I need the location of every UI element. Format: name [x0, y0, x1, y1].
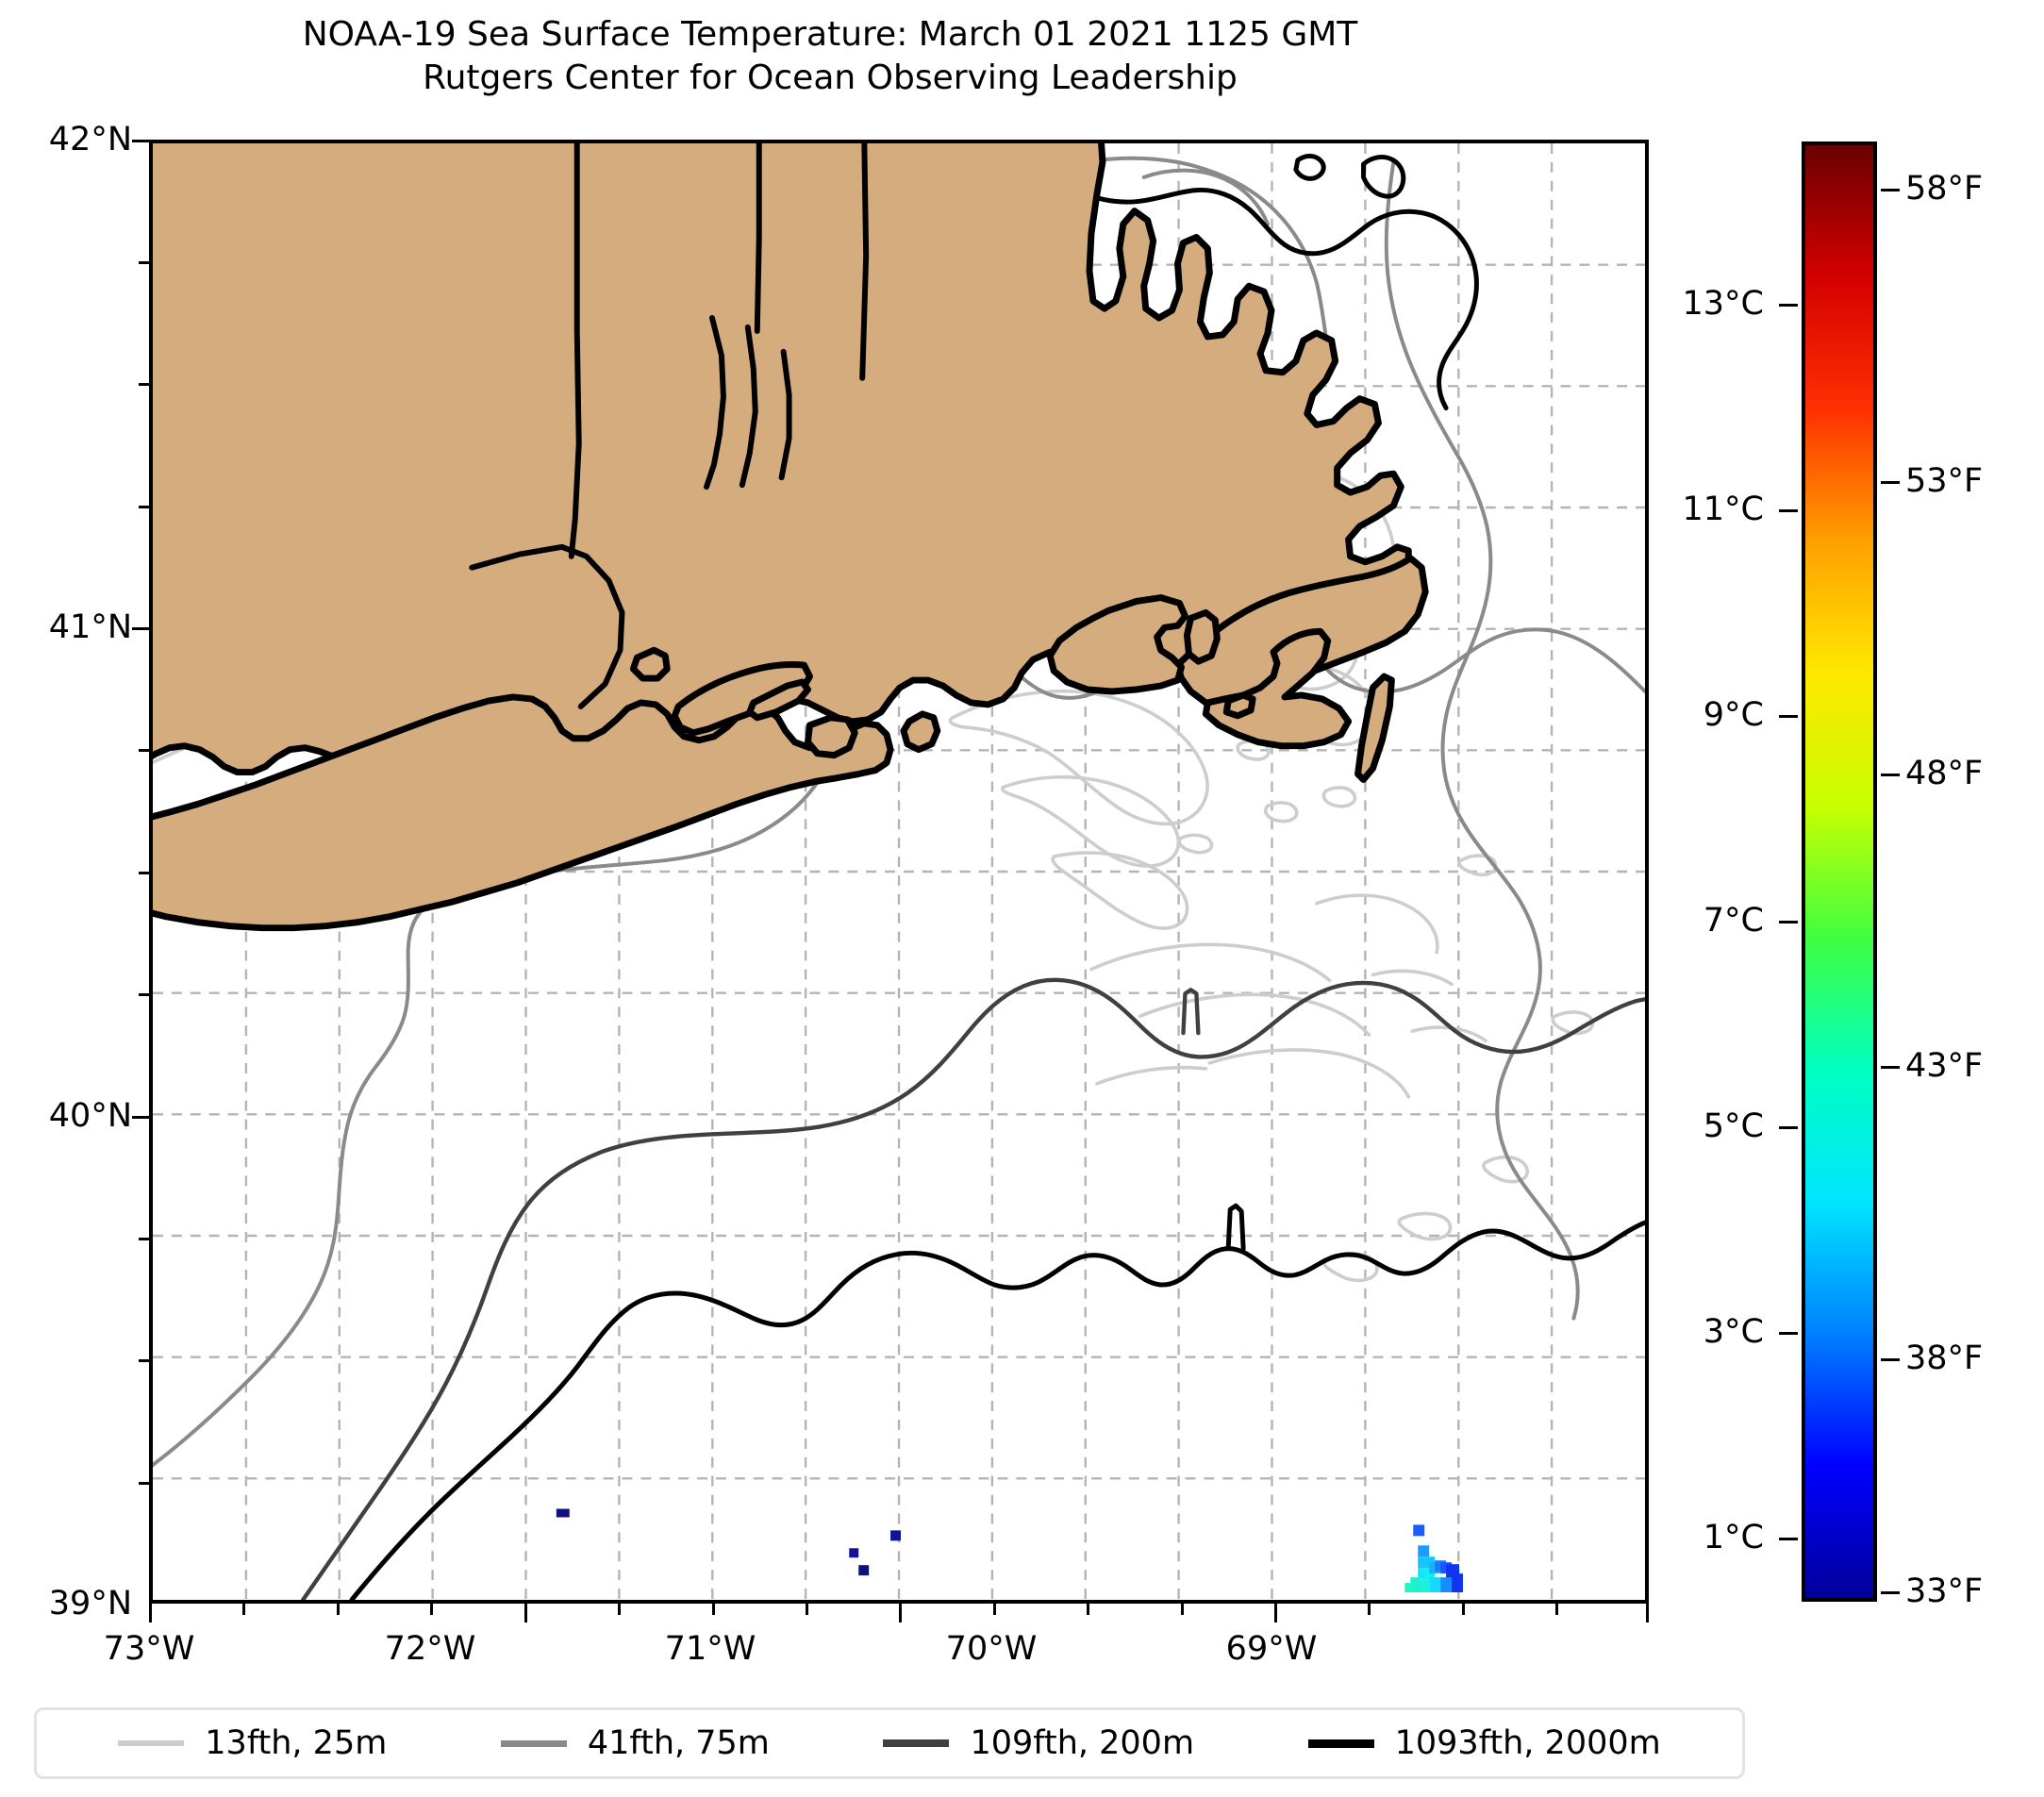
xtick-label-73w: 73°W: [103, 1630, 195, 1668]
colorbar-label-58f: 58°F: [1905, 170, 1984, 208]
colorbar-tick-f: [1881, 1358, 1900, 1361]
colorbar-label-9c: 9°C: [1703, 696, 1764, 734]
ytick-minor: [139, 1482, 149, 1485]
bathymetry-legend: 13fth, 25m 41fth, 75m 109fth, 200m 1093f…: [34, 1707, 1745, 1779]
legend-label-2000m: 1093fth, 2000m: [1394, 1724, 1661, 1762]
legend-label-75m: 41fth, 75m: [587, 1724, 770, 1762]
colorbar-tick-c: [1779, 715, 1798, 718]
sst-map-axes: [149, 140, 1649, 1604]
colorbar-label-48f: 48°F: [1905, 755, 1984, 792]
xtick-major: [1274, 1604, 1277, 1622]
xtick-minor: [242, 1604, 245, 1615]
colorbar-tick-f: [1881, 481, 1900, 484]
legend-line-2000m: [1307, 1739, 1374, 1748]
xtick-label-70w: 70°W: [945, 1630, 1038, 1668]
colorbar-label-1c: 1°C: [1703, 1519, 1764, 1556]
xtick-minor: [1555, 1604, 1558, 1615]
legend-item-2000m: 1093fth, 2000m: [1307, 1724, 1661, 1762]
ytick-major: [132, 627, 149, 630]
xtick-minor: [337, 1604, 340, 1615]
colorbar-label-53f: 53°F: [1905, 462, 1984, 500]
ytick-label-41n: 41°N: [48, 608, 132, 646]
xtick-label-69w: 69°W: [1225, 1630, 1318, 1668]
ytick-major: [132, 140, 149, 142]
colorbar-label-13c: 13°C: [1682, 285, 1764, 323]
colorbar-tick-c: [1779, 509, 1798, 512]
colorbar-label-43f: 43°F: [1905, 1047, 1984, 1085]
legend-item-200m: 109fth, 200m: [883, 1724, 1194, 1762]
ytick-minor: [139, 506, 149, 508]
ytick-minor: [139, 1238, 149, 1240]
xtick-minor: [618, 1604, 621, 1615]
xtick-major: [149, 1604, 152, 1622]
colorbar-tick-c: [1779, 921, 1798, 923]
ytick-label-42n: 42°N: [48, 121, 132, 158]
colorbar-label-38f: 38°F: [1905, 1339, 1984, 1377]
colorbar-label-7c: 7°C: [1703, 902, 1764, 940]
xtick-minor: [806, 1604, 808, 1615]
legend-item-75m: 41fth, 75m: [500, 1724, 770, 1762]
colorbar-tick-c: [1779, 1332, 1798, 1335]
chart-title: NOAA-19 Sea Surface Temperature: March 0…: [0, 13, 1660, 100]
colorbar-tick-c: [1779, 1538, 1798, 1540]
ytick-minor: [139, 872, 149, 874]
xtick-label-71w: 71°W: [664, 1630, 756, 1668]
xtick-minor: [1368, 1604, 1371, 1615]
colorbar-tick-c: [1779, 304, 1798, 307]
legend-line-75m: [500, 1739, 567, 1747]
ytick-minor: [139, 993, 149, 996]
ytick-minor: [139, 261, 149, 264]
ytick-label-39n: 39°N: [48, 1585, 132, 1622]
ytick-minor: [139, 749, 149, 752]
colorbar-label-11c: 11°C: [1682, 491, 1764, 528]
legend-label-25m: 13fth, 25m: [205, 1724, 388, 1762]
xtick-minor: [993, 1604, 996, 1615]
legend-line-25m: [118, 1740, 185, 1746]
title-line-1: NOAA-19 Sea Surface Temperature: March 0…: [302, 15, 1358, 54]
ytick-minor: [139, 1359, 149, 1362]
ytick-label-40n: 40°N: [48, 1097, 132, 1135]
xtick-major: [1646, 1604, 1649, 1622]
ytick-major: [132, 1116, 149, 1119]
colorbar-tick-f: [1881, 1591, 1900, 1594]
xtick-label-72w: 72°W: [384, 1630, 476, 1668]
colorbar-label-5c: 5°C: [1703, 1107, 1764, 1145]
colorbar-gradient: [1802, 141, 1877, 1602]
title-line-2: Rutgers Center for Ocean Observing Leade…: [423, 58, 1238, 98]
xtick-minor: [1087, 1604, 1089, 1615]
xtick-major: [899, 1604, 902, 1622]
legend-item-25m: 13fth, 25m: [118, 1724, 387, 1762]
ytick-minor: [139, 383, 149, 386]
colorbar-tick-c: [1779, 1126, 1798, 1129]
xtick-minor: [712, 1604, 715, 1615]
map-canvas: [153, 143, 1645, 1600]
xtick-minor: [1181, 1604, 1184, 1615]
xtick-minor: [430, 1604, 433, 1615]
sst-data-pixels: [556, 1508, 1463, 1593]
colorbar: [1779, 141, 1900, 1602]
legend-label-200m: 109fth, 200m: [970, 1724, 1195, 1762]
colorbar-label-3c: 3°C: [1703, 1313, 1764, 1351]
colorbar-tick-f: [1881, 1066, 1900, 1069]
legend-line-200m: [883, 1739, 950, 1747]
colorbar-tick-f: [1881, 189, 1900, 191]
xtick-major: [524, 1604, 527, 1622]
colorbar-label-33f: 33°F: [1905, 1572, 1984, 1610]
xtick-minor: [1462, 1604, 1465, 1615]
colorbar-tick-f: [1881, 774, 1900, 776]
